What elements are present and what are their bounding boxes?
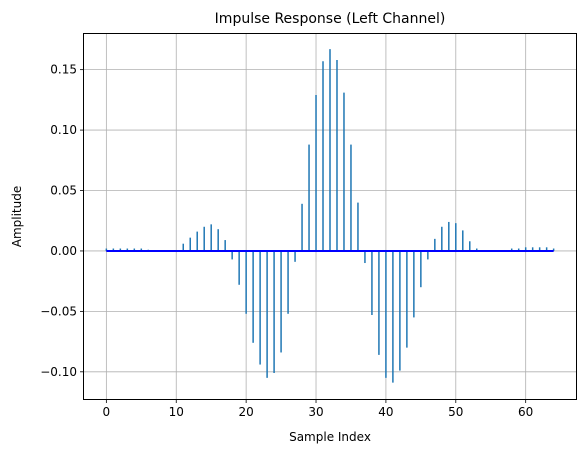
- y-axis: −0.10 −0.05 0.00 0.05 0.10 0.15: [40, 63, 84, 379]
- stems: [105, 49, 555, 383]
- y-tick-label: 0.10: [50, 123, 77, 137]
- x-axis: 0 10 20 30 40 50 60: [103, 399, 533, 419]
- x-tick-label: 30: [308, 405, 323, 419]
- chart-title: Impulse Response (Left Channel): [215, 11, 446, 27]
- x-tick-label: 0: [103, 405, 111, 419]
- y-tick-label: 0.00: [50, 244, 77, 258]
- y-tick-label: −0.10: [40, 365, 77, 379]
- y-tick-label: 0.05: [50, 184, 77, 198]
- x-tick-label: 60: [518, 405, 533, 419]
- x-axis-label: Sample Index: [289, 430, 371, 444]
- plot-frame: [83, 33, 577, 400]
- x-tick-label: 50: [448, 405, 463, 419]
- x-tick-label: 20: [238, 405, 253, 419]
- y-tick-label: −0.05: [40, 304, 77, 318]
- x-tick-label: 10: [169, 405, 184, 419]
- x-tick-label: 40: [378, 405, 393, 419]
- y-tick-label: 0.15: [50, 63, 77, 77]
- y-axis-label: Amplitude: [10, 186, 24, 248]
